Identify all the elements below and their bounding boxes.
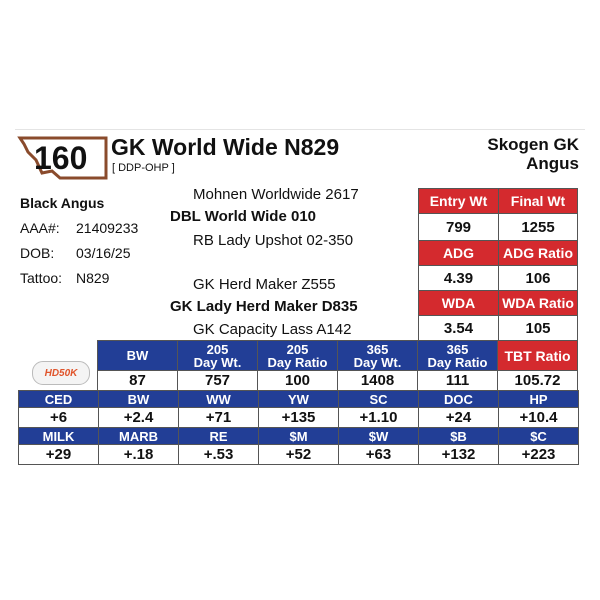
epd-value: +223 (498, 444, 579, 465)
epd-header: $W (338, 427, 419, 445)
logo-text: HD50K (44, 367, 78, 379)
registration-tag: [ DDP-OHP ] (112, 162, 175, 174)
grandparent: RB Lady Upshot 02-350 (193, 232, 354, 249)
weight-header-text: Day Ratio (267, 354, 328, 370)
weight-header-text: Day Ratio (427, 354, 488, 370)
info-value: 21409233 (76, 220, 139, 236)
ratio-header: ADG (418, 240, 499, 266)
breeder: Skogen GK (487, 135, 579, 154)
weight-header-text: BW (126, 348, 149, 363)
epd-header: SC (338, 390, 419, 408)
epd-header: HP (498, 390, 579, 408)
weight-header-text: 365 (446, 341, 469, 357)
weight-header-text: Day Wt. (353, 354, 402, 370)
epd-header: CED (18, 390, 99, 408)
weight-header: TBT Ratio (497, 340, 578, 371)
weight-header-text: Day Wt. (193, 354, 242, 370)
epd-value: +29 (18, 444, 99, 465)
ratio-header: ADG Ratio (498, 240, 578, 266)
epd-header: MILK (18, 427, 99, 445)
epd-value: +52 (258, 444, 339, 465)
weight-header: 365 Day Wt. (337, 340, 418, 371)
info-label: DOB: (20, 245, 55, 261)
weight-header-text: TBT Ratio (504, 347, 571, 364)
weight-header: 365 Day Ratio (417, 340, 498, 371)
weight-value: 100 (257, 370, 338, 391)
info-value: N829 (76, 270, 110, 286)
epd-header: $B (418, 427, 499, 445)
logo: HD50K (32, 361, 90, 385)
epd-header: RE (178, 427, 259, 445)
epd-header: DOC (418, 390, 499, 408)
ratio-header: Entry Wt (418, 188, 499, 214)
epd-value: +24 (418, 407, 499, 428)
sire-dam: DBL World Wide 010 (170, 208, 317, 225)
weight-value: 111 (417, 370, 498, 391)
epd-value: +63 (338, 444, 419, 465)
weight-header-text: 205 (206, 341, 229, 357)
epd-header: $C (498, 427, 579, 445)
weight-header: 205 Day Ratio (257, 340, 338, 371)
epd-value: +.53 (178, 444, 259, 465)
sire-dam: GK Lady Herd Maker D835 (170, 298, 358, 315)
ratio-value: 3.54 (418, 315, 499, 341)
weight-header-text: 205 (286, 341, 309, 357)
ratio-value: 105 (498, 315, 578, 341)
epd-value: +10.4 (498, 407, 579, 428)
info-label: Tattoo: (20, 270, 63, 286)
breed: Black Angus (20, 195, 105, 211)
epd-value: +71 (178, 407, 259, 428)
ratio-header: Final Wt (498, 188, 578, 214)
weight-header: BW (97, 340, 178, 371)
epd-header: YW (258, 390, 339, 408)
grandparent: GK Herd Maker Z555 (193, 276, 336, 293)
epd-value: +135 (258, 407, 339, 428)
grandparent: GK Capacity Lass A142 (193, 321, 352, 338)
state-outline (17, 136, 108, 180)
top-rule (15, 129, 585, 130)
epd-value: +132 (418, 444, 499, 465)
epd-header: MARB (98, 427, 179, 445)
weight-header-text: 365 (366, 341, 389, 357)
epd-header: $M (258, 427, 339, 445)
epd-header: WW (178, 390, 259, 408)
ratio-header: WDA (418, 290, 499, 316)
ratio-value: 799 (418, 213, 499, 241)
weight-header: 205 Day Wt. (177, 340, 258, 371)
epd-value: +.18 (98, 444, 179, 465)
weight-value: 105.72 (497, 370, 578, 391)
weight-value: 87 (97, 370, 178, 391)
epd-value: +6 (18, 407, 99, 428)
ratio-value: 1255 (498, 213, 578, 241)
epd-value: +2.4 (98, 407, 179, 428)
epd-header: BW (98, 390, 179, 408)
breeder: Angus (526, 154, 579, 173)
info-label: AAA#: (20, 220, 60, 236)
weight-value: 1408 (337, 370, 418, 391)
epd-value: +1.10 (338, 407, 419, 428)
ratio-value: 106 (498, 265, 578, 291)
ratio-header: WDA Ratio (498, 290, 578, 316)
animal-name: GK World Wide N829 (111, 134, 340, 160)
grandparent: Mohnen Worldwide 2617 (193, 186, 359, 203)
ratio-value: 4.39 (418, 265, 499, 291)
weight-value: 757 (177, 370, 258, 391)
lot-number: 160 (34, 140, 88, 176)
info-value: 03/16/25 (76, 245, 131, 261)
